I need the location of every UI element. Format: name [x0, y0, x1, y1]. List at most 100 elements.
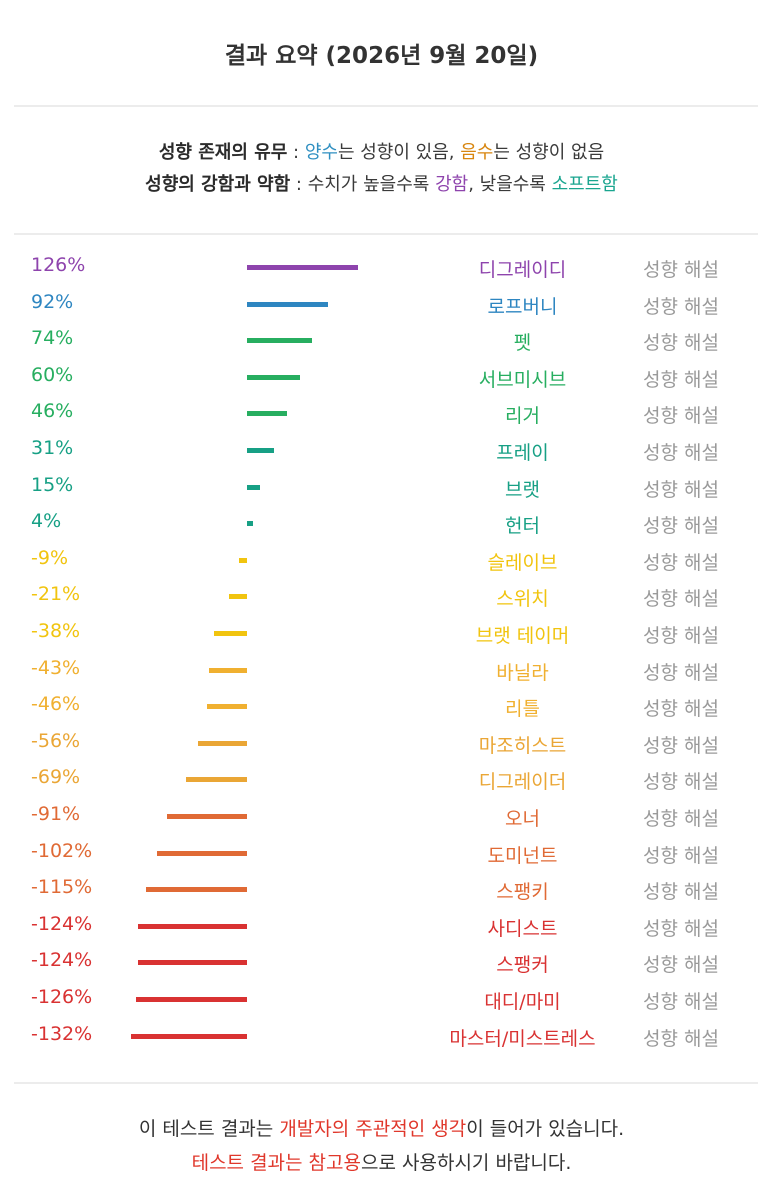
trait-name: 디그레이디: [478, 259, 567, 281]
trait-name: 사디스트: [487, 917, 558, 940]
trait-explanation-link[interactable]: 성향 해설: [643, 844, 719, 867]
trait-bar-chart: 126% 디그레이디 성향 해설 92% 로프버니 성향 해설 74% 펫 성향 해설 60% 서브…: [0, 250, 763, 1050]
trait-bar: [213, 631, 247, 636]
trait-explanation-link[interactable]: 성향 해설: [643, 808, 719, 830]
trait-bar: [130, 1033, 247, 1039]
trait-row: -102% 도미넌트 성향 해설: [0, 836, 763, 872]
trait-row: -124% 사디스트 성향 해설: [0, 909, 763, 945]
trait-explanation-link[interactable]: 성향 해설: [643, 442, 719, 464]
trait-name: 프레이: [496, 442, 549, 464]
trait-bar: [247, 301, 328, 307]
trait-row: 74% 펫 성향 해설: [0, 323, 763, 359]
trait-explanation-link[interactable]: 성향 해설: [643, 771, 719, 794]
trait-bar: [145, 887, 247, 893]
trait-bar: [228, 594, 247, 600]
trait-row: 15% 브랫 성향 해설: [0, 470, 763, 506]
trait-percentage: -102%: [31, 839, 93, 862]
trait-row: -9% 슬레이브 성향 해설: [0, 543, 763, 579]
trait-bar: [247, 448, 275, 453]
trait-name: 로프버니: [487, 295, 558, 318]
trait-row: 60% 서브미시브 성향 해설: [0, 360, 763, 396]
legend-strength-sep: :: [290, 174, 308, 195]
trait-explanation-link[interactable]: 성향 해설: [643, 405, 719, 428]
trait-percentage: -91%: [31, 803, 81, 825]
trait-explanation-link[interactable]: 성향 해설: [643, 954, 719, 977]
trait-row: -38% 브랫 테이머 성향 해설: [0, 616, 763, 652]
trait-row: 4% 헌터 성향 해설: [0, 506, 763, 542]
trait-name: 브랫: [505, 478, 540, 501]
trait-explanation-link[interactable]: 성향 해설: [643, 917, 719, 940]
trait-explanation-link[interactable]: 성향 해설: [643, 1027, 719, 1050]
trait-percentage: 74%: [31, 327, 74, 350]
trait-explanation-link[interactable]: 성향 해설: [643, 661, 719, 684]
trait-bar: [247, 265, 358, 270]
trait-explanation-link[interactable]: 성향 해설: [643, 478, 719, 501]
legend-negative-word: 음수: [460, 142, 494, 163]
trait-name: 바닐라: [496, 661, 549, 684]
trait-bar: [247, 484, 261, 490]
trait-row: -115% 스팽키 성향 해설: [0, 872, 763, 908]
footer-line2-b: 으로 사용하시기 바랍니다.: [361, 1152, 572, 1174]
trait-row: -124% 스팽커 성향 해설: [0, 945, 763, 981]
legend-positive-rest: 는 성향이 있음,: [337, 142, 461, 163]
trait-bar: [137, 960, 247, 966]
trait-name: 대디/마미: [484, 991, 561, 1013]
trait-explanation-link[interactable]: 성향 해설: [643, 551, 719, 574]
trait-row: -69% 디그레이더 성향 해설: [0, 762, 763, 798]
trait-name: 마조히스트: [478, 734, 567, 757]
trait-explanation-link[interactable]: 성향 해설: [643, 698, 719, 721]
trait-percentage: 126%: [31, 254, 86, 276]
trait-bar: [247, 374, 300, 380]
trait-row: -56% 마조히스트 성향 해설: [0, 726, 763, 762]
trait-percentage: 46%: [31, 400, 74, 423]
trait-explanation-link[interactable]: 성향 해설: [643, 734, 719, 757]
legend-presence-label: 성향 존재의 유무: [158, 142, 288, 163]
trait-percentage: 4%: [31, 510, 62, 533]
trait-percentage: -9%: [31, 546, 68, 569]
trait-row: 46% 리거 성향 해설: [0, 396, 763, 432]
trait-bar: [247, 338, 313, 344]
trait-bar: [247, 521, 253, 527]
trait-explanation-link[interactable]: 성향 해설: [643, 259, 719, 281]
trait-row: -43% 바닐라 성향 해설: [0, 653, 763, 689]
trait-explanation-link[interactable]: 성향 해설: [643, 991, 719, 1013]
trait-bar: [239, 557, 247, 563]
legend-strength-mid: , 낮을수록: [468, 174, 552, 195]
trait-bar: [186, 777, 247, 783]
trait-row: 92% 로프버니 성향 해설: [0, 287, 763, 323]
legend-strength: 성향의 강함과 약함 : 수치가 높을수록 강함, 낮을수록 소프트함: [0, 170, 763, 196]
trait-name: 리틀: [505, 698, 540, 721]
legend-strength-label: 성향의 강함과 약함: [145, 174, 291, 195]
trait-explanation-link[interactable]: 성향 해설: [643, 368, 719, 391]
trait-explanation-link[interactable]: 성향 해설: [643, 881, 719, 904]
trait-percentage: -124%: [31, 912, 93, 935]
trait-percentage: -126%: [31, 986, 93, 1008]
trait-percentage: -46%: [31, 693, 81, 716]
legend-negative-rest: 는 성향이 없음: [493, 142, 605, 163]
trait-bar: [209, 667, 247, 673]
trait-percentage: -69%: [31, 766, 81, 789]
trait-name: 스팽커: [496, 954, 549, 977]
trait-row: -46% 리틀 성향 해설: [0, 689, 763, 725]
legend-strong-word: 강함: [435, 174, 469, 195]
trait-explanation-link[interactable]: 성향 해설: [643, 332, 719, 355]
trait-name: 헌터: [505, 515, 540, 538]
trait-bar: [157, 850, 247, 856]
trait-explanation-link[interactable]: 성향 해설: [643, 588, 719, 611]
legend-soft-word: 소프트함: [551, 174, 618, 195]
trait-bar: [247, 411, 288, 417]
trait-explanation-link[interactable]: 성향 해설: [643, 515, 719, 538]
trait-percentage: 15%: [31, 473, 74, 496]
trait-bar: [197, 740, 247, 746]
trait-percentage: -124%: [31, 949, 93, 972]
legend-positive-word: 양수: [304, 142, 338, 163]
trait-explanation-link[interactable]: 성향 해설: [643, 625, 719, 647]
trait-name: 스위치: [496, 588, 549, 611]
trait-name: 디그레이더: [478, 771, 567, 794]
legend-strength-lead: 수치가 높을수록: [307, 174, 436, 195]
trait-name: 서브미시브: [478, 368, 567, 391]
trait-name: 펫: [513, 332, 532, 355]
trait-percentage: -132%: [31, 1022, 93, 1045]
footer-disclaimer: 테스트 결과는 참고용으로 사용하시기 바랍니다.: [0, 1148, 763, 1175]
trait-explanation-link[interactable]: 성향 해설: [643, 295, 719, 318]
